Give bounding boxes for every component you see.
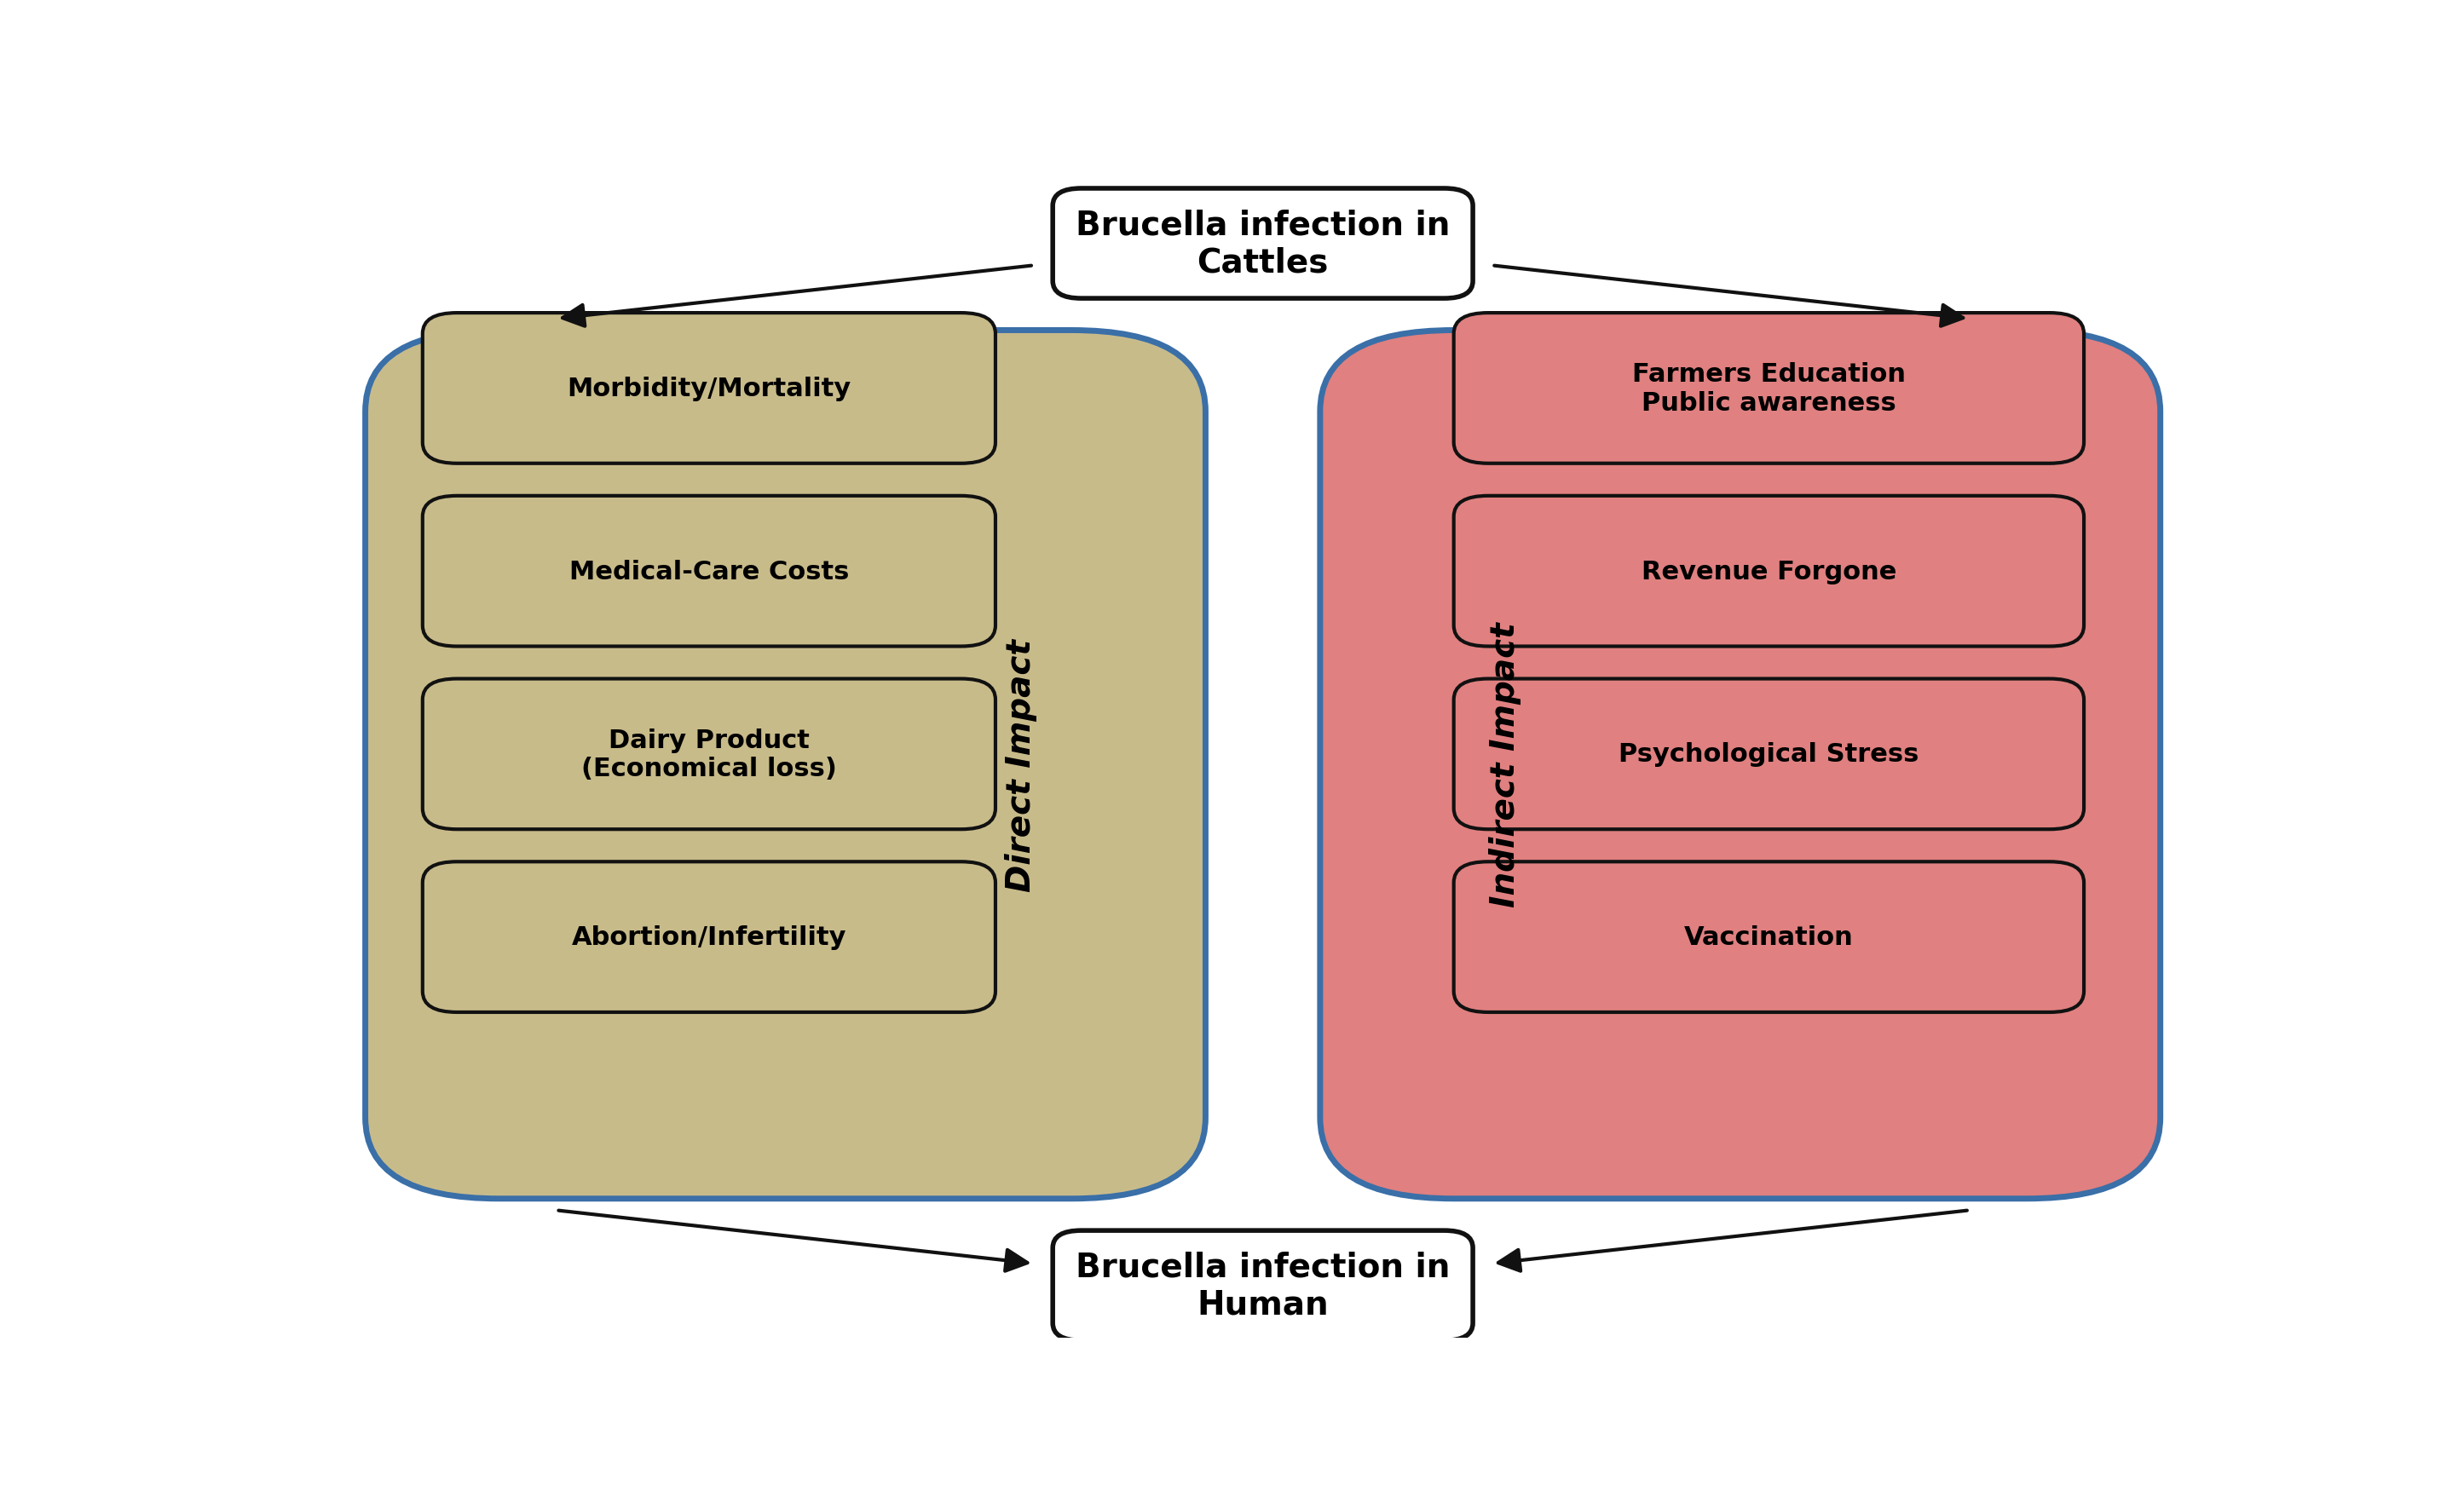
FancyBboxPatch shape bbox=[1454, 679, 2085, 830]
Text: Brucella infection in
Human: Brucella infection in Human bbox=[1077, 1250, 1449, 1321]
Text: Brucella infection in
Cattles: Brucella infection in Cattles bbox=[1077, 209, 1449, 280]
FancyBboxPatch shape bbox=[424, 679, 995, 830]
FancyBboxPatch shape bbox=[1454, 496, 2085, 646]
Text: Dairy Product
(Economical loss): Dairy Product (Economical loss) bbox=[582, 727, 838, 782]
Text: Direct Impact: Direct Impact bbox=[1005, 639, 1037, 891]
FancyBboxPatch shape bbox=[1052, 1231, 1473, 1341]
FancyBboxPatch shape bbox=[424, 863, 995, 1013]
Text: Indirect Impact: Indirect Impact bbox=[1488, 622, 1520, 908]
FancyBboxPatch shape bbox=[424, 314, 995, 464]
Text: Psychological Stress: Psychological Stress bbox=[1619, 742, 1919, 767]
FancyBboxPatch shape bbox=[365, 331, 1205, 1199]
Text: Morbidity/Mortality: Morbidity/Mortality bbox=[567, 376, 850, 401]
FancyBboxPatch shape bbox=[1321, 331, 2161, 1199]
FancyBboxPatch shape bbox=[1454, 863, 2085, 1013]
Text: Vaccination: Vaccination bbox=[1685, 924, 1853, 950]
FancyBboxPatch shape bbox=[424, 496, 995, 646]
FancyBboxPatch shape bbox=[1052, 189, 1473, 299]
Text: Medical-Care Costs: Medical-Care Costs bbox=[569, 559, 850, 583]
Text: Farmers Education
Public awareness: Farmers Education Public awareness bbox=[1631, 362, 1905, 415]
FancyBboxPatch shape bbox=[1454, 314, 2085, 464]
Text: Abortion/Infertility: Abortion/Infertility bbox=[572, 924, 848, 950]
Text: Revenue Forgone: Revenue Forgone bbox=[1641, 559, 1897, 583]
